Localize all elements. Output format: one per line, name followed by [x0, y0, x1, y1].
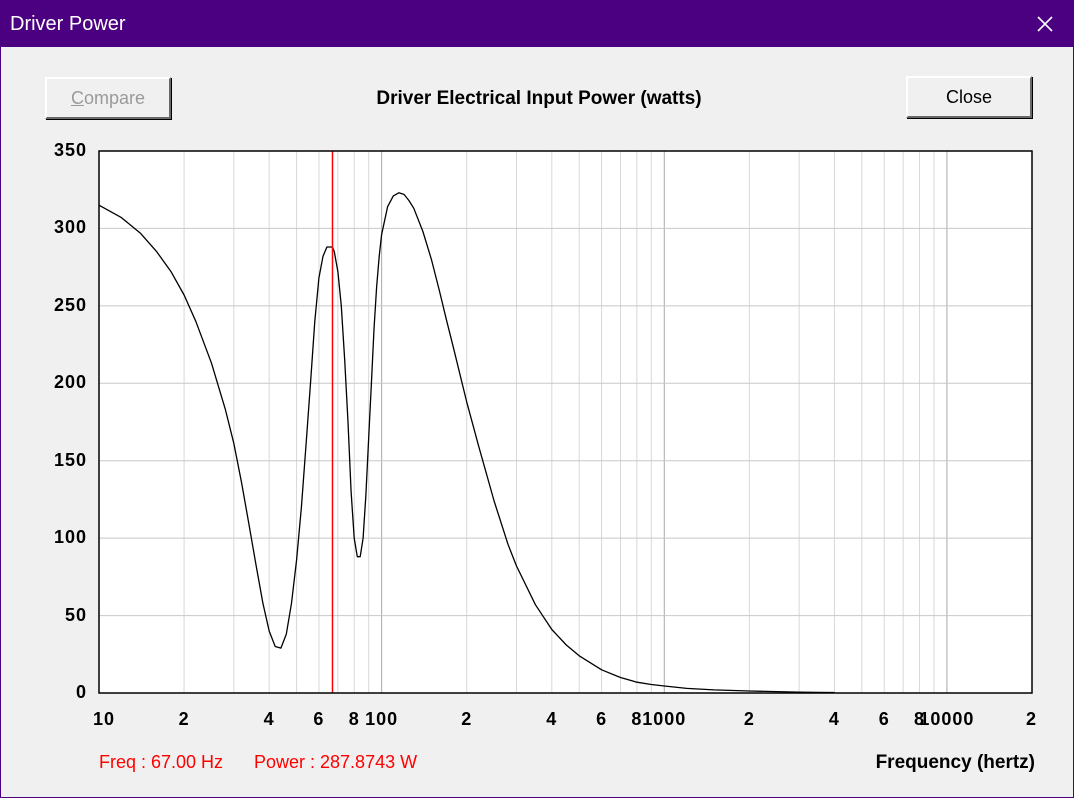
x-tick-label: 10	[93, 709, 116, 729]
x-tick-label: 8	[914, 709, 926, 729]
y-tick-label: 200	[53, 372, 87, 393]
power-readout: Power : 287.8743 W	[254, 752, 418, 772]
x-tick-label: 2	[178, 709, 190, 729]
y-tick-label: 0	[75, 682, 87, 702]
x-tick-label: 100	[365, 709, 399, 729]
x-tick-label: 6	[878, 709, 890, 729]
x-tick-label: 8	[631, 709, 643, 729]
close-button[interactable]: Close	[906, 76, 1032, 118]
close-icon[interactable]	[1025, 7, 1065, 41]
plot-border	[98, 150, 1033, 694]
plot-background	[99, 151, 1032, 693]
window-title: Driver Power	[10, 13, 126, 35]
title-bar[interactable]: Driver Power	[1, 1, 1073, 47]
chart-title: Driver Electrical Input Power (watts)	[376, 88, 702, 109]
x-tick-label: 2	[743, 709, 755, 729]
x-axis-label: Frequency (hertz)	[875, 752, 1035, 773]
x-tick-label: 1000	[642, 709, 687, 729]
x-tick-label: 8	[348, 709, 360, 729]
power-curve-line	[98, 192, 835, 694]
x-tick-label: 4	[546, 709, 558, 729]
y-tick-label: 250	[53, 294, 87, 315]
x-tick-label: 10000	[919, 709, 975, 729]
y-tick-label: 350	[53, 140, 87, 160]
x-tick-label: 4	[828, 709, 840, 729]
y-tick-label: 300	[53, 217, 87, 238]
x-tick-label: 6	[596, 709, 608, 729]
frequency-readout: Freq : 67.00 Hz	[99, 752, 224, 772]
y-tick-label: 50	[64, 604, 87, 625]
y-tick-label: 150	[53, 449, 87, 470]
x-tick-label: 2	[1025, 709, 1037, 729]
x-tick-label: 4	[263, 709, 275, 729]
y-tick-label: 100	[53, 527, 87, 548]
x-tick-label: 2	[461, 709, 473, 729]
x-tick-label: 6	[313, 709, 325, 729]
